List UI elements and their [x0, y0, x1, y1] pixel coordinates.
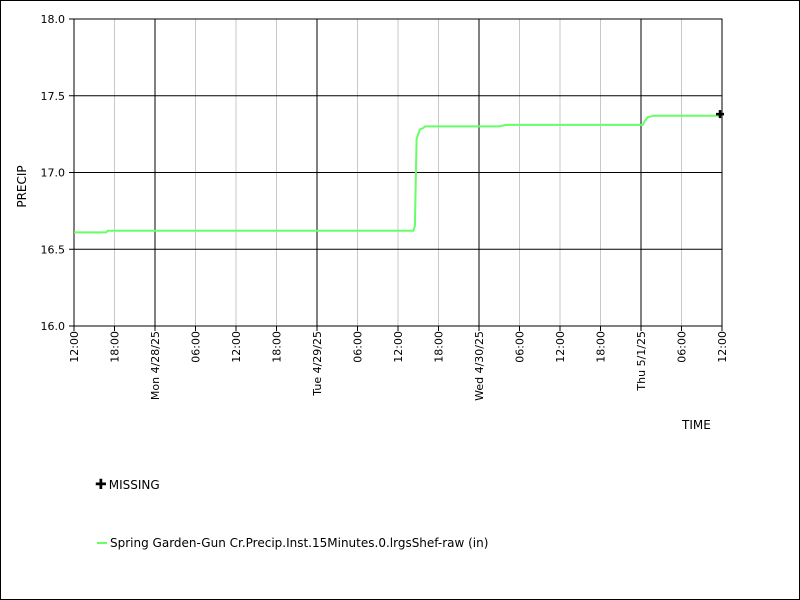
y-tick-label: 18.0 — [41, 13, 66, 26]
legend-missing: ✚ MISSING — [95, 477, 160, 493]
x-axis-title: TIME — [681, 418, 711, 432]
legend-series-label: Spring Garden-Gun Cr.Precip.Inst.15Minut… — [110, 536, 489, 550]
x-tick-label: 18:00 — [595, 331, 608, 363]
missing-markers — [716, 110, 724, 119]
series-line — [74, 114, 721, 234]
y-tick-label: 17.5 — [41, 90, 66, 103]
legend-series: Spring Garden-Gun Cr.Precip.Inst.15Minut… — [97, 536, 488, 550]
x-tick-label: 06:00 — [190, 331, 203, 363]
y-tick-label: 16.5 — [41, 243, 66, 256]
missing-icon: ✚ — [95, 477, 107, 493]
x-tick-label: Mon 4/28/25 — [149, 331, 162, 400]
missing-point — [716, 110, 724, 119]
x-tick-label: Tue 4/29/25 — [311, 331, 324, 397]
x-axis: 12:00 18:00 Mon 4/28/25 06:00 12:00 18:00 Tue … — [68, 326, 729, 401]
x-tick-label: 12:00 — [554, 331, 567, 363]
x-tick-label: Thu 5/1/25 — [635, 331, 648, 392]
y-axis-title: PRECIP — [15, 165, 29, 207]
y-tick-label: 17.0 — [41, 167, 66, 180]
y-axis: 16.0 16.5 17.0 17.5 18.0 — [41, 13, 74, 333]
x-tick-label: 18:00 — [433, 331, 446, 363]
x-tick-label: 18:00 — [271, 331, 284, 363]
y-tick-label: 16.0 — [41, 320, 66, 333]
x-tick-label: 06:00 — [352, 331, 365, 363]
x-tick-label: 06:00 — [514, 331, 527, 363]
x-tick-label: Wed 4/30/25 — [473, 331, 486, 401]
x-tick-label: 18:00 — [109, 331, 122, 363]
x-tick-label: 12:00 — [716, 331, 729, 363]
x-tick-label: 12:00 — [392, 331, 405, 363]
legend-series-swatch — [97, 542, 107, 544]
x-tick-label: 06:00 — [676, 331, 689, 363]
legend-missing-label: MISSING — [108, 478, 160, 492]
x-tick-label: 12:00 — [68, 331, 81, 363]
x-tick-label: 12:00 — [230, 331, 243, 363]
